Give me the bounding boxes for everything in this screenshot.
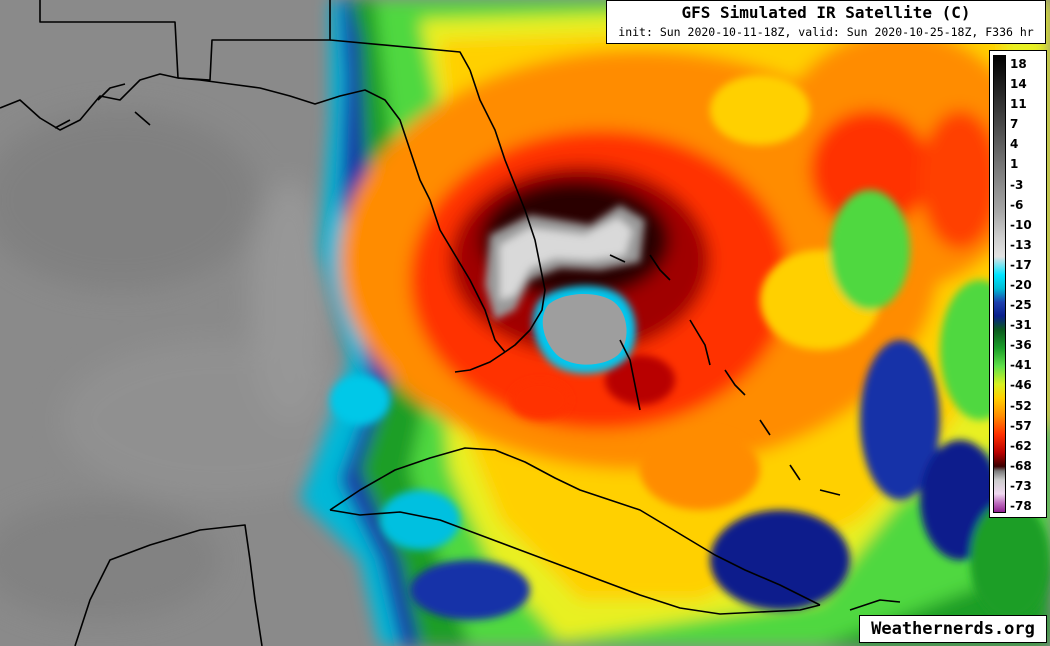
cloud-shield	[300, 0, 1050, 646]
legend-label: 7	[1010, 117, 1019, 132]
cloud-texture	[330, 75, 1050, 620]
hispaniola-coastline	[849, 599, 901, 611]
gulf-islands	[54, 83, 151, 129]
legend-colorbar	[993, 55, 1006, 513]
map-title: GFS Simulated IR Satellite (C)	[681, 3, 971, 22]
legend-label: -62	[1010, 438, 1032, 453]
legend-label: 11	[1010, 97, 1027, 112]
legend-label: -17	[1010, 257, 1032, 272]
state-border-line	[39, 0, 179, 79]
legend-labels: 18 14 11 7 4 1 -3 -6 -10 -13 -17 -20 -25 -31 -36 -41 -46…	[1010, 55, 1046, 513]
cuba-coastline	[329, 447, 821, 606]
bahamas-islands	[609, 254, 841, 496]
legend-label: -41	[1010, 358, 1032, 373]
legend-label: -78	[1010, 499, 1032, 513]
title-box: GFS Simulated IR Satellite (C) init: Sun…	[606, 0, 1046, 44]
legend-label: -20	[1010, 278, 1032, 292]
gulf-coastline	[0, 73, 506, 353]
cold-cloud-tops	[485, 205, 645, 320]
coastlines	[0, 0, 901, 646]
florida-keys	[454, 351, 506, 373]
legend-label: -6	[1010, 197, 1024, 212]
legend-label: -52	[1010, 398, 1032, 413]
yucatan-coastline	[74, 524, 263, 646]
legend-label: 14	[1010, 77, 1027, 92]
hurricane-eye	[533, 285, 636, 374]
legend-label: 18	[1010, 57, 1027, 71]
legend-label: 1	[1010, 157, 1019, 172]
gray-texture	[0, 110, 380, 620]
state-border-line	[329, 39, 471, 71]
temperature-legend: 18 14 11 7 4 1 -3 -6 -10 -13 -17 -20 -25 -31 -36 -41 -46…	[989, 50, 1047, 518]
map-subtitle: init: Sun 2020-10-11-18Z, valid: Sun 202…	[618, 25, 1034, 39]
legend-label: -36	[1010, 338, 1032, 353]
florida-east-coast	[469, 69, 546, 353]
legend-label: 4	[1010, 137, 1019, 152]
cuba-coastline	[329, 509, 821, 615]
legend-label: -13	[1010, 237, 1032, 252]
legend-label: -25	[1010, 298, 1032, 313]
legend-label: -57	[1010, 418, 1032, 433]
legend-label: -46	[1010, 378, 1032, 393]
watermark: Weathernerds.org	[859, 615, 1047, 643]
legend-label: -3	[1010, 177, 1024, 192]
legend-label: -10	[1010, 217, 1032, 232]
legend-label: -73	[1010, 478, 1032, 493]
legend-label: -68	[1010, 458, 1032, 473]
legend-label: -31	[1010, 318, 1032, 333]
